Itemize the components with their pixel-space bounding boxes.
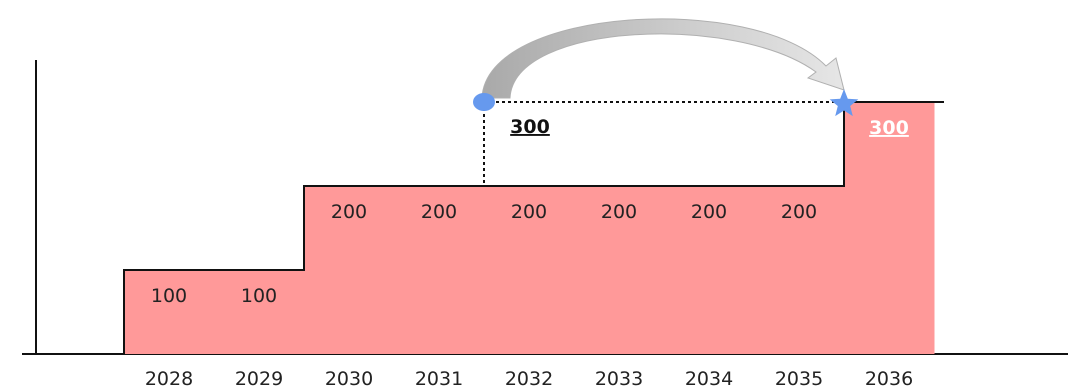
x-tick-label-2032: 2032 bbox=[505, 368, 553, 389]
start-marker bbox=[473, 93, 495, 111]
annotation-label: 300 bbox=[510, 116, 550, 138]
value-label-2034: 200 bbox=[691, 201, 727, 223]
x-tick-label-2034: 2034 bbox=[685, 368, 733, 389]
curved-arrow bbox=[481, 18, 845, 99]
value-label-2033: 200 bbox=[601, 201, 637, 223]
value-label-2032: 200 bbox=[511, 201, 547, 223]
area-bar-2034 bbox=[664, 186, 755, 354]
area-bar-2030 bbox=[304, 186, 395, 354]
x-tick-label-2036: 2036 bbox=[865, 368, 913, 389]
value-label-2035: 200 bbox=[781, 201, 817, 223]
area-bar-2036 bbox=[844, 102, 935, 354]
value-label-2036: 300 bbox=[869, 117, 909, 139]
x-tick-label-2030: 2030 bbox=[325, 368, 373, 389]
area-bar-2032 bbox=[484, 186, 575, 354]
x-tick-label-2031: 2031 bbox=[415, 368, 463, 389]
value-label-2030: 200 bbox=[331, 201, 367, 223]
value-label-2031: 200 bbox=[421, 201, 457, 223]
value-label-2028: 100 bbox=[151, 285, 187, 307]
area-bar-2031 bbox=[394, 186, 485, 354]
value-label-2029: 100 bbox=[241, 285, 277, 307]
area-bar-2033 bbox=[574, 186, 665, 354]
star-marker bbox=[829, 89, 859, 117]
x-tick-label-2035: 2035 bbox=[775, 368, 823, 389]
step-outline bbox=[123, 101, 944, 354]
x-tick-label-2029: 2029 bbox=[235, 368, 283, 389]
area-bar-2035 bbox=[754, 186, 845, 354]
x-tick-label-2033: 2033 bbox=[595, 368, 643, 389]
x-tick-label-2028: 2028 bbox=[145, 368, 193, 389]
area-bar-2028 bbox=[124, 270, 215, 354]
area-bar-2029 bbox=[214, 270, 305, 354]
